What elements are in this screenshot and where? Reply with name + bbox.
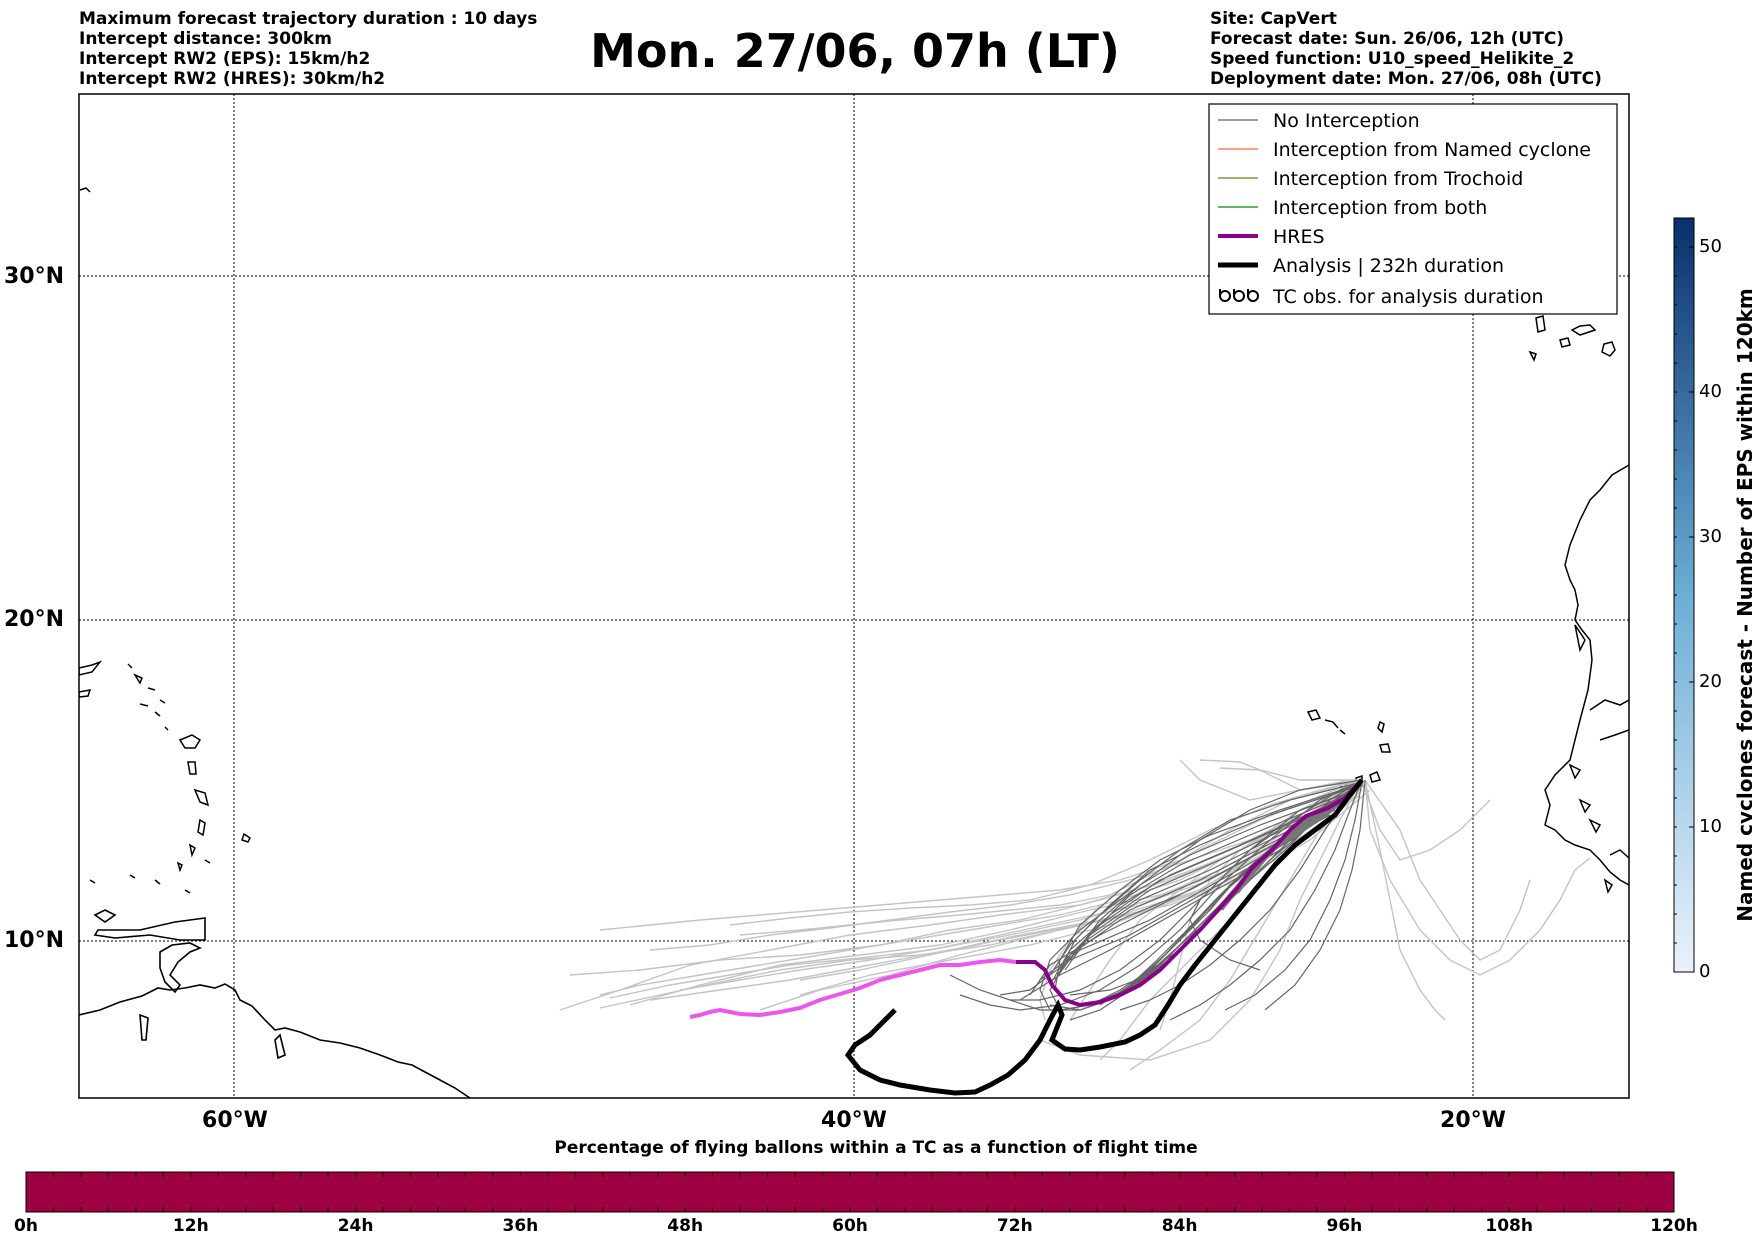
hres-extension-line bbox=[689, 957, 1017, 1019]
colorbar-bottom bbox=[25, 1171, 1675, 1213]
colorbar-bottom-ticks bbox=[25, 1172, 1675, 1212]
legend: No Interception Interception from Named … bbox=[1208, 103, 1618, 315]
colorbar-bottom-tick-label: 120h bbox=[1650, 1216, 1698, 1236]
analysis-line bbox=[844, 778, 1364, 1096]
lat-label-20n: 20°N bbox=[3, 607, 64, 632]
colorbar-bottom-tick-label: 60h bbox=[832, 1216, 868, 1236]
tc-obs-icon bbox=[1219, 289, 1259, 302]
lat-label-10n: 10°N bbox=[3, 928, 64, 953]
islands-capverde bbox=[1306, 709, 1391, 792]
legend-box bbox=[1208, 103, 1618, 315]
gridlines bbox=[79, 94, 1629, 1098]
islands-antilles bbox=[79, 187, 251, 894]
eps-trajectories-dark bbox=[949, 779, 1366, 1021]
lon-label-20w: 20°W bbox=[1440, 1108, 1506, 1133]
intercept-eps-text: Intercept RW2 (EPS): 15km/h2 bbox=[79, 49, 371, 69]
colorbar-right-tick-label: 30 bbox=[1699, 526, 1722, 547]
colorbar-bottom-tick-label: 24h bbox=[337, 1216, 374, 1236]
colorbar-right-tick-label: 40 bbox=[1699, 381, 1722, 402]
lon-label-60w: 60°W bbox=[202, 1108, 268, 1133]
legend-label-analysis: Analysis | 232h duration bbox=[1273, 255, 1504, 277]
colorbar-right-tick-label: 10 bbox=[1699, 816, 1722, 837]
hres-line bbox=[1016, 778, 1364, 1008]
colorbar-right-ticks bbox=[1674, 217, 1694, 973]
legend-label-tc-obs: TC obs. for analysis duration bbox=[1272, 286, 1544, 308]
max-duration-text: Maximum forecast trajectory duration : 1… bbox=[79, 9, 538, 29]
lon-label-40w: 40°W bbox=[821, 1108, 887, 1133]
page-title: Mon. 27/06, 07h (LT) bbox=[590, 24, 1120, 78]
colorbar-bottom-tick-label: 36h bbox=[502, 1216, 539, 1236]
colorbar-bottom-tick-label: 96h bbox=[1326, 1216, 1363, 1236]
colorbar-bottom-tick-label: 48h bbox=[667, 1216, 704, 1236]
colorbar-right-tick-label: 50 bbox=[1699, 236, 1722, 257]
colorbar-right bbox=[1673, 217, 1695, 973]
colorbar-bottom-tick-label: 12h bbox=[172, 1216, 209, 1236]
legend-label-named-cyclone: Interception from Named cyclone bbox=[1273, 139, 1591, 161]
eps-trajectories-light bbox=[559, 759, 1591, 1071]
colorbar-bottom-tick-label: 108h bbox=[1485, 1216, 1533, 1236]
coastline-africa bbox=[1544, 464, 1629, 894]
colorbar-right-tick-label: 0 bbox=[1699, 961, 1711, 982]
colorbar-bottom-fill bbox=[25, 1171, 1675, 1213]
site-text: Site: CapVert bbox=[1210, 9, 1337, 29]
coastline-americas bbox=[79, 909, 471, 1098]
colorbar-bottom-tick-label: 84h bbox=[1161, 1216, 1198, 1236]
colorbar-right-tick-label: 20 bbox=[1699, 671, 1722, 692]
colorbar-bottom-tick-label: 0h bbox=[14, 1216, 38, 1236]
legend-label-both: Interception from both bbox=[1273, 197, 1487, 219]
deployment-date-text: Deployment date: Mon. 27/06, 08h (UTC) bbox=[1210, 69, 1602, 89]
map-frame bbox=[78, 93, 1630, 1099]
colorbar-bottom-tick-label: 72h bbox=[996, 1216, 1033, 1236]
lat-label-30n: 30°N bbox=[3, 264, 64, 289]
forecast-date-text: Forecast date: Sun. 26/06, 12h (UTC) bbox=[1210, 29, 1565, 49]
intercept-distance-text: Intercept distance: 300km bbox=[79, 29, 332, 49]
colorbar-bottom-title: Percentage of flying ballons within a TC… bbox=[554, 1138, 1198, 1158]
colorbar-right-label: Named cyclones forecast - Number of EPS … bbox=[1733, 288, 1752, 922]
legend-label-hres: HRES bbox=[1273, 226, 1325, 248]
legend-label-no-interception: No Interception bbox=[1273, 110, 1420, 132]
islands-canary bbox=[1528, 315, 1616, 362]
intercept-hres-text: Intercept RW2 (HRES): 30km/h2 bbox=[79, 69, 386, 89]
speed-function-text: Speed function: U10_speed_Helikite_2 bbox=[1210, 49, 1575, 69]
legend-label-trochoid: Interception from Trochoid bbox=[1273, 168, 1523, 190]
